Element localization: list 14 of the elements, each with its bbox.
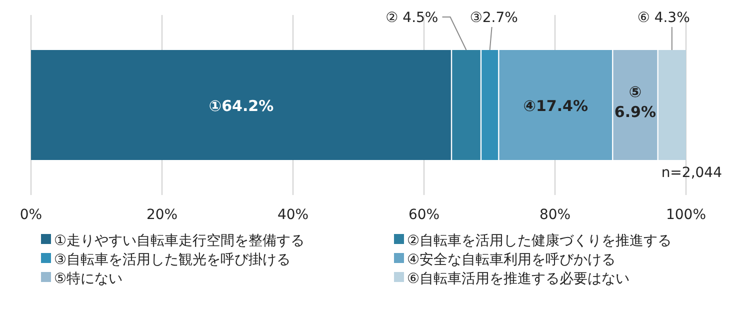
x-tick-label: 40% (277, 207, 309, 223)
data-label: ①64.2% (208, 97, 274, 115)
data-label: ④17.4% (523, 97, 588, 115)
data-label: ③2.7% (470, 10, 518, 26)
data-label: ② 4.5% (386, 10, 438, 26)
text: n=2,044 (661, 165, 722, 181)
data-label: ⑤ 6.9% (614, 83, 656, 121)
x-tick-label: 0% (20, 207, 42, 223)
data-label: ⑥ 4.3% (637, 10, 690, 26)
x-tick-label: 60% (408, 207, 440, 223)
x-tick-label: 100% (666, 207, 706, 223)
x-tick-label: 80% (539, 207, 571, 223)
x-tick-label: 20% (146, 207, 178, 223)
legend-label: ⑤特にない (54, 271, 123, 287)
